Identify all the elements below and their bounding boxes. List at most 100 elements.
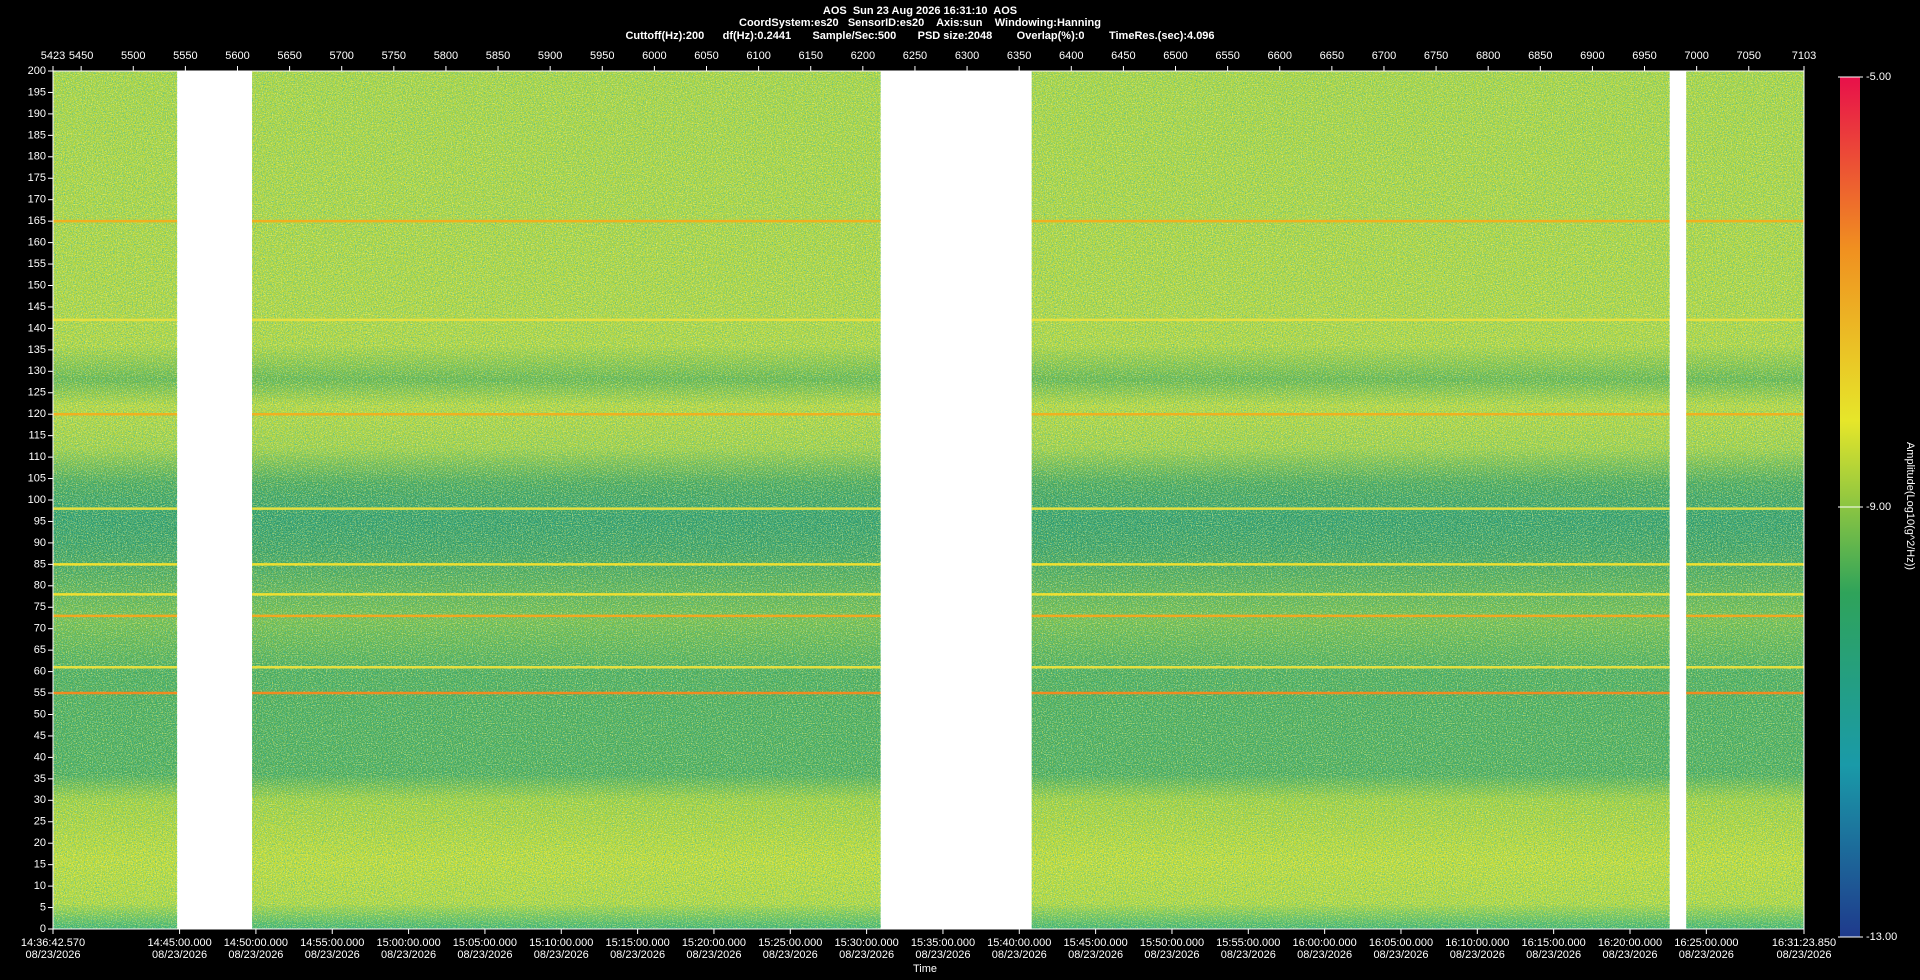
top-tick-label: 6550: [1215, 50, 1239, 62]
y-tick-label: 15: [34, 859, 46, 871]
top-tick-label: 6700: [1372, 50, 1396, 62]
y-tick-label: 105: [28, 472, 46, 484]
top-tick-label: 6350: [1007, 50, 1031, 62]
x-tick-date: 08/23/2026: [992, 949, 1047, 961]
x-tick-label: 15:00:00.000: [376, 937, 440, 949]
x-tick-label: 14:45:00.000: [147, 937, 211, 949]
y-tick-label: 200: [28, 65, 46, 77]
y-tick-label: 0: [40, 923, 46, 935]
top-tick-label: 5550: [173, 50, 197, 62]
header-line: Cuttoff(Hz):200 df(Hz):0.2441 Sample/Sec…: [625, 30, 1214, 42]
top-tick-label: 6050: [694, 50, 718, 62]
y-tick-label: 5: [40, 901, 46, 913]
spectrogram-texture: [252, 71, 881, 929]
x-tick-date: 08/23/2026: [1450, 949, 1505, 961]
top-tick-label: 6750: [1424, 50, 1448, 62]
x-tick-date: 08/23/2026: [25, 949, 80, 961]
colorbar-tick-label: -13.00: [1866, 931, 1897, 943]
top-tick-label: 7103: [1792, 50, 1816, 62]
x-axis-label: Time: [913, 963, 937, 975]
x-tick-date: 08/23/2026: [763, 949, 818, 961]
x-tick-date: 08/23/2026: [1776, 949, 1831, 961]
y-tick-label: 110: [28, 451, 46, 463]
y-tick-label: 170: [28, 194, 46, 206]
y-tick-label: 95: [34, 515, 46, 527]
x-tick-date: 08/23/2026: [1602, 949, 1657, 961]
y-tick-label: 190: [28, 108, 46, 120]
x-tick-label: 15:30:00.000: [834, 937, 898, 949]
x-tick-date: 08/23/2026: [381, 949, 436, 961]
y-tick-label: 80: [34, 580, 46, 592]
x-tick-label: 16:15:00.000: [1522, 937, 1586, 949]
spectrogram-texture: [1686, 71, 1804, 929]
y-tick-label: 150: [28, 279, 46, 291]
top-tick-label: 6100: [746, 50, 770, 62]
x-tick-label: 16:05:00.000: [1369, 937, 1433, 949]
top-tick-label: 5800: [434, 50, 458, 62]
x-tick-date: 08/23/2026: [1679, 949, 1734, 961]
top-tick-label: 6850: [1528, 50, 1552, 62]
top-tick-label: 5500: [121, 50, 145, 62]
x-tick-date: 08/23/2026: [1297, 949, 1352, 961]
x-tick-label: 16:20:00.000: [1598, 937, 1662, 949]
top-tick-label: 6900: [1580, 50, 1604, 62]
x-tick-date: 08/23/2026: [1144, 949, 1199, 961]
header-line: CoordSystem:es20 SensorID:es20 Axis:sun …: [739, 17, 1101, 29]
x-tick-date: 08/23/2026: [1373, 949, 1428, 961]
top-tick-label: 6950: [1632, 50, 1656, 62]
top-tick-label: 6300: [955, 50, 979, 62]
y-tick-label: 45: [34, 730, 46, 742]
x-tick-label: 15:25:00.000: [758, 937, 822, 949]
top-tick-label: 5450: [69, 50, 93, 62]
y-tick-label: 20: [34, 837, 46, 849]
top-tick-label: 5423: [41, 50, 65, 62]
y-tick-label: 55: [34, 687, 46, 699]
x-tick-label: 15:40:00.000: [987, 937, 1051, 949]
y-tick-label: 25: [34, 816, 46, 828]
top-tick-label: 5900: [538, 50, 562, 62]
top-tick-label: 5850: [486, 50, 510, 62]
colorbar-tick-label: -9.00: [1866, 501, 1891, 513]
x-tick-label: 15:10:00.000: [529, 937, 593, 949]
top-tick-label: 7000: [1684, 50, 1708, 62]
y-tick-label: 40: [34, 751, 46, 763]
top-tick-label: 6650: [1320, 50, 1344, 62]
x-tick-label: 16:31:23.850: [1772, 937, 1836, 949]
x-tick-label: 15:55:00.000: [1216, 937, 1280, 949]
top-tick-label: 6000: [642, 50, 666, 62]
x-tick-label: 14:36:42.570: [21, 937, 85, 949]
x-tick-date: 08/23/2026: [1068, 949, 1123, 961]
y-tick-label: 70: [34, 623, 46, 635]
colorbar-label: Amplitude(Log10(g^2/Hz)): [1904, 442, 1916, 570]
x-tick-label: 15:35:00.000: [911, 937, 975, 949]
x-tick-date: 08/23/2026: [1221, 949, 1276, 961]
x-tick-date: 08/23/2026: [915, 949, 970, 961]
x-tick-date: 08/23/2026: [534, 949, 589, 961]
top-tick-label: 6800: [1476, 50, 1500, 62]
y-tick-label: 75: [34, 601, 46, 613]
top-tick-label: 5650: [277, 50, 301, 62]
y-tick-label: 10: [34, 880, 46, 892]
y-tick-label: 60: [34, 666, 46, 678]
x-tick-label: 15:50:00.000: [1140, 937, 1204, 949]
y-tick-label: 115: [28, 430, 46, 442]
x-tick-date: 08/23/2026: [305, 949, 360, 961]
x-tick-date: 08/23/2026: [228, 949, 283, 961]
y-tick-label: 85: [34, 558, 46, 570]
x-tick-date: 08/23/2026: [152, 949, 207, 961]
top-tick-label: 6400: [1059, 50, 1083, 62]
x-tick-date: 08/23/2026: [457, 949, 512, 961]
x-tick-label: 14:55:00.000: [300, 937, 364, 949]
top-tick-label: 6250: [903, 50, 927, 62]
y-tick-label: 30: [34, 794, 46, 806]
x-tick-label: 16:00:00.000: [1293, 937, 1357, 949]
top-tick-label: 6450: [1111, 50, 1135, 62]
x-tick-label: 14:50:00.000: [224, 937, 288, 949]
y-tick-label: 165: [28, 215, 46, 227]
spectrogram-texture: [53, 71, 178, 929]
y-tick-label: 120: [28, 408, 46, 420]
x-tick-label: 15:05:00.000: [453, 937, 517, 949]
spectrogram-texture: [1031, 71, 1670, 929]
